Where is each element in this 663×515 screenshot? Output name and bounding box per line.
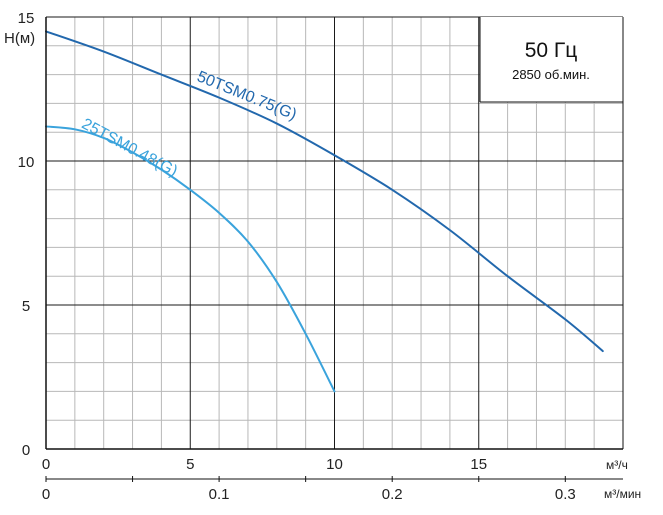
frequency-label: 50 Гц <box>525 39 578 62</box>
y-tick-label: 5 <box>22 298 30 315</box>
x2-tick-label: 0.3 <box>555 486 576 503</box>
x2-axis-unit-label: м³/мин <box>604 487 641 501</box>
x-axis-unit-label: м³/ч <box>606 458 628 472</box>
series-line-1 <box>45 30 604 353</box>
series-label-2: 25TSM0.48(G) <box>79 116 180 181</box>
tick-labels: 0 5 10 15 0 5 10 15 0 0.1 0.2 0.3 <box>18 10 576 503</box>
y-tick-label: 15 <box>18 10 35 27</box>
x-tick-label: 0 <box>42 456 50 473</box>
x2-tick-label: 0 <box>42 486 50 503</box>
info-box: 50 Гц 2850 об.мин. <box>479 17 623 103</box>
series-label-1: 50TSM0.75(G) <box>195 68 299 123</box>
y-tick-label: 10 <box>18 154 35 171</box>
y-axis-label: H(м) <box>4 30 35 47</box>
axes <box>45 17 624 482</box>
y-tick-label: 0 <box>22 442 30 459</box>
series-line-2 <box>45 125 336 393</box>
x-tick-label: 10 <box>326 456 343 473</box>
x2-tick-label: 0.1 <box>209 486 230 503</box>
x2-tick-label: 0.2 <box>382 486 403 503</box>
x-tick-label: 5 <box>186 456 194 473</box>
info-box-background <box>480 17 623 102</box>
speed-label: 2850 об.мин. <box>512 67 590 82</box>
x-tick-label: 15 <box>470 456 487 473</box>
